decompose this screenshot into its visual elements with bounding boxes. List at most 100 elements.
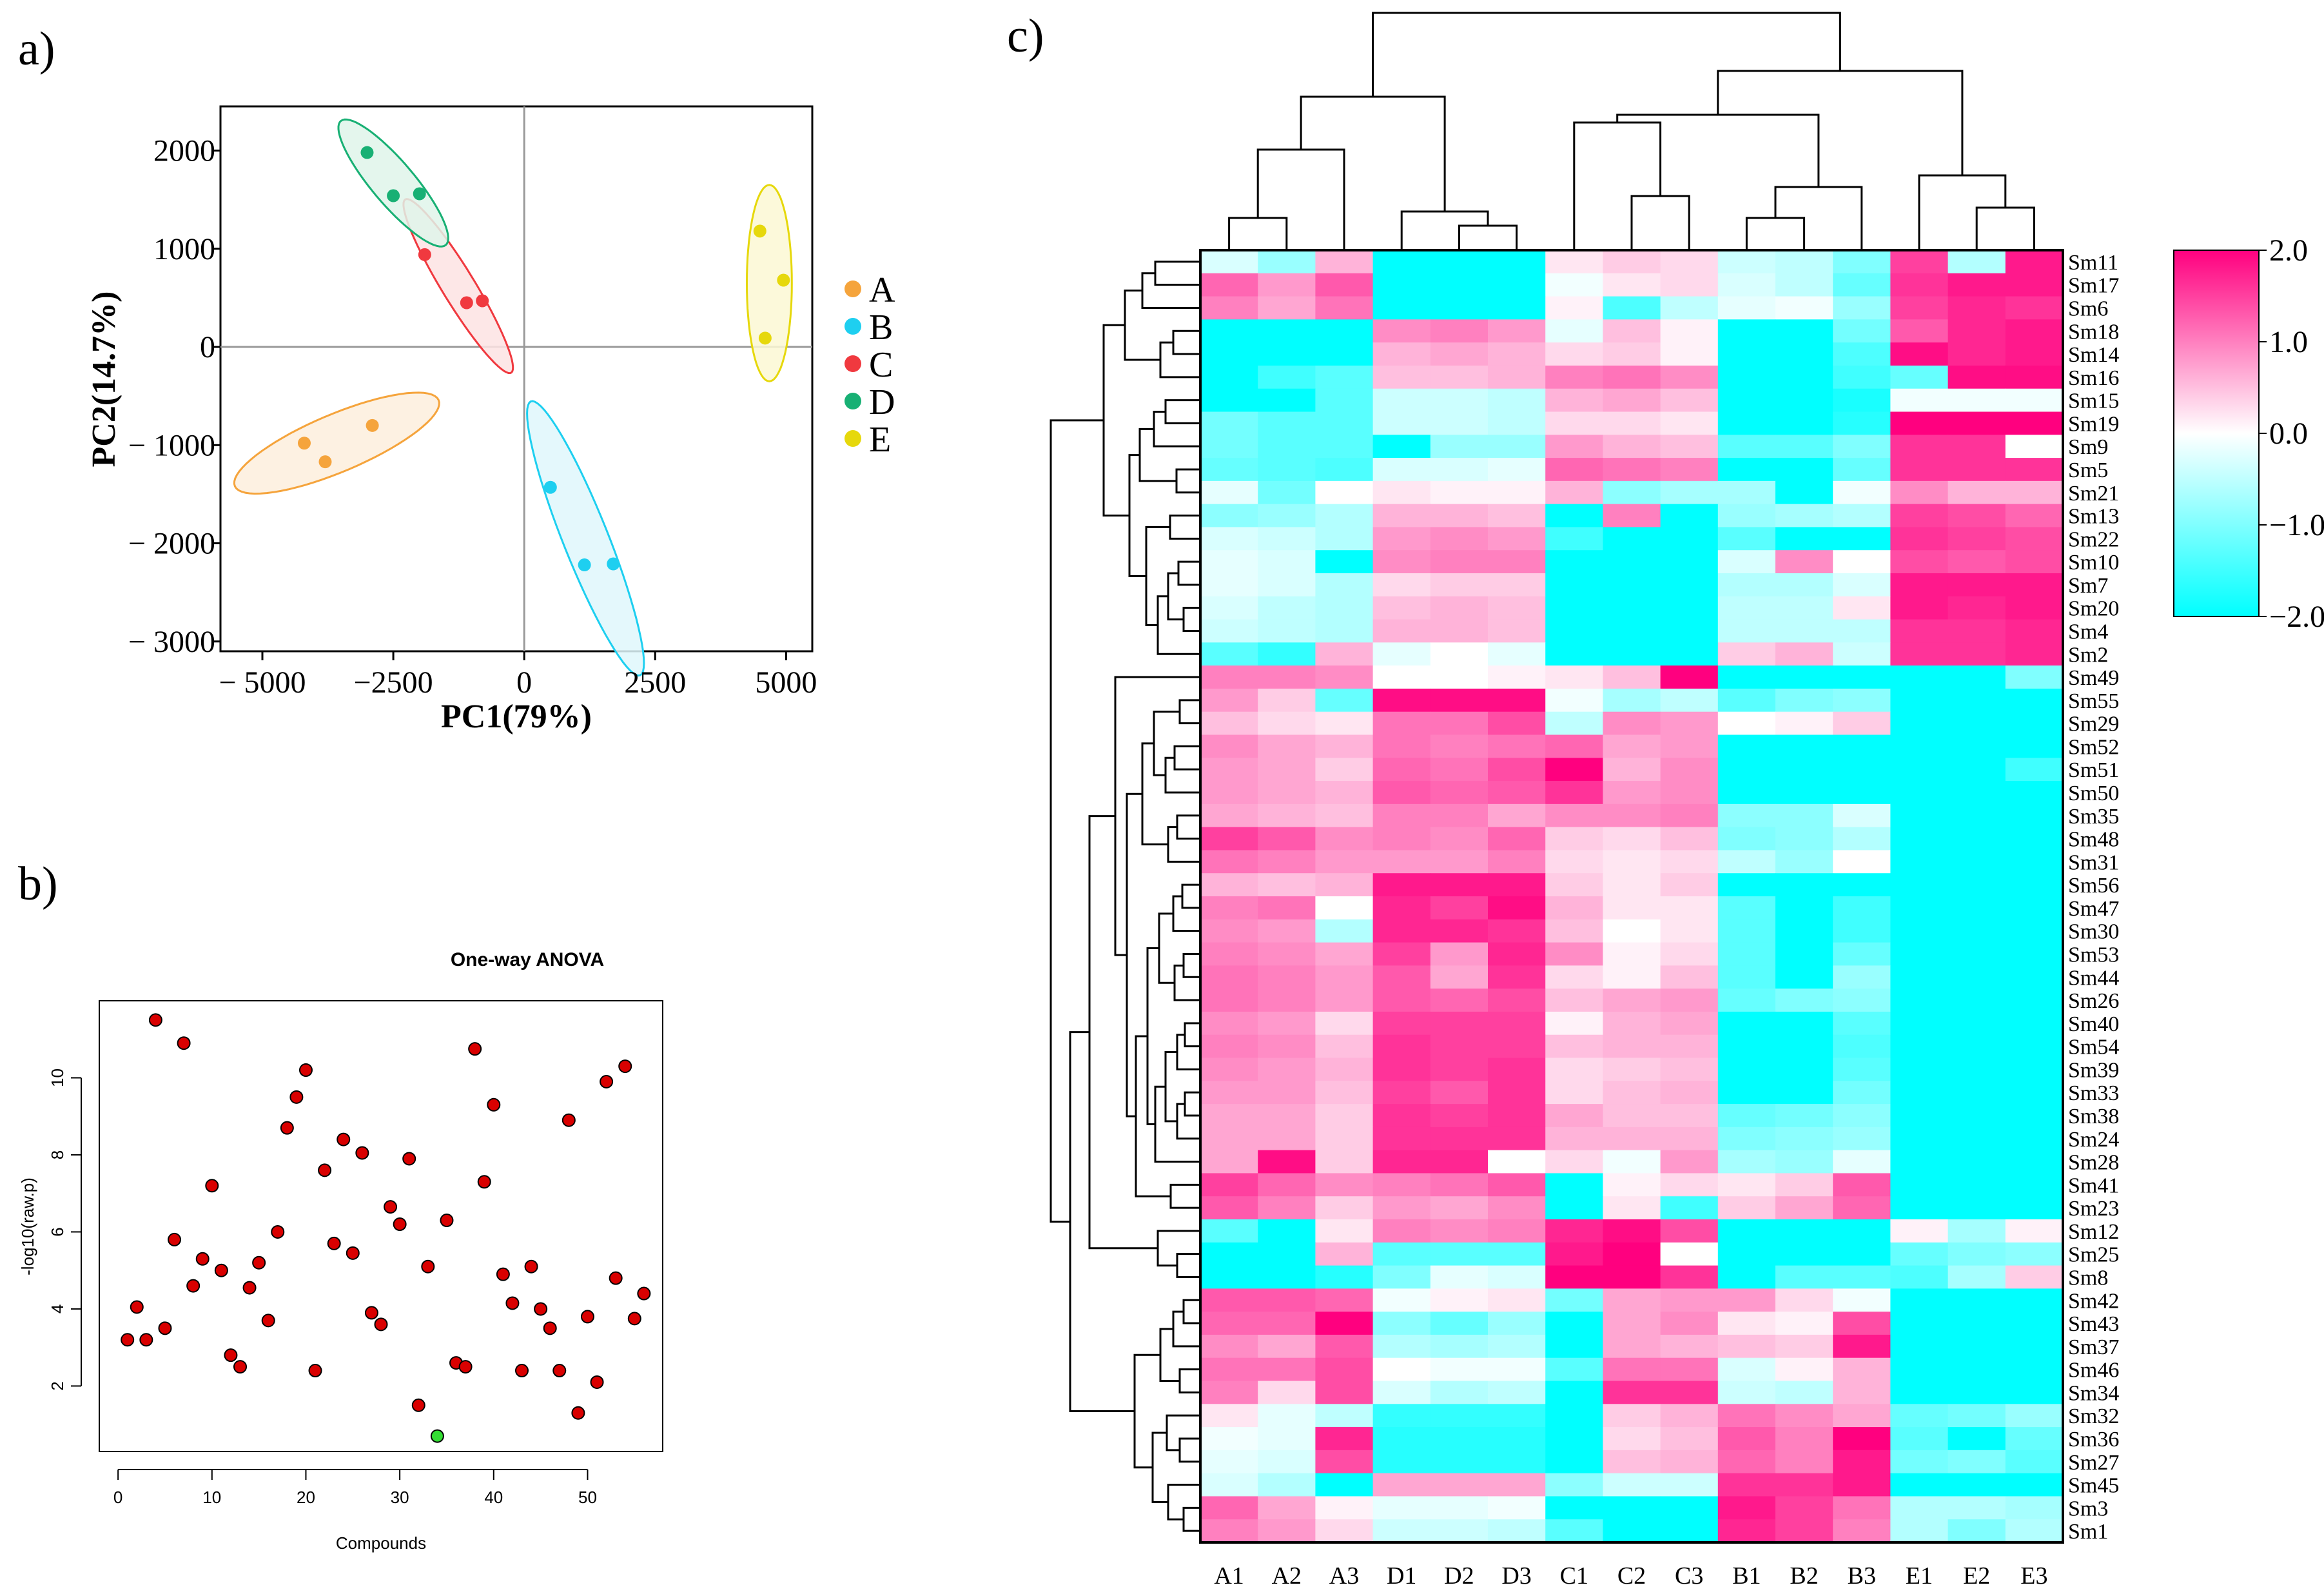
row-dendrogram-branch-30 (1184, 1022, 1200, 1048)
heatmap-cell-Sm30-B1 (1717, 919, 1776, 943)
heatmap-cell-Sm35-E1 (1890, 803, 1949, 828)
heatmap-cell-Sm17-B2 (1775, 273, 1833, 297)
heatmap-cell-Sm28-E1 (1890, 1150, 1949, 1174)
heatmap-cell-Sm52-E3 (2005, 734, 2064, 758)
heatmap-cell-Sm34-A2 (1258, 1381, 1316, 1404)
heatmap-cell-Sm18-B3 (1833, 319, 1891, 343)
heatmap-cell-Sm10-A1 (1200, 550, 1258, 574)
heatmap-cell-Sm13-C3 (1660, 504, 1719, 528)
heatmap-cell-Sm56-C2 (1603, 873, 1661, 897)
heatmap-cell-Sm37-D1 (1372, 1334, 1431, 1359)
heatmap-cell-Sm45-B1 (1717, 1473, 1776, 1497)
heatmap-cell-Sm38-C1 (1545, 1104, 1603, 1128)
heatmap-cell-Sm1-D2 (1430, 1519, 1489, 1543)
heatmap-cell-Sm18-E1 (1890, 319, 1949, 343)
heatmap-cell-Sm18-C1 (1545, 319, 1603, 343)
heatmap-cell-Sm25-B2 (1775, 1242, 1833, 1266)
heatmap-cell-Sm17-A2 (1258, 273, 1316, 297)
heatmap-row-label-Sm2: Sm2 (2068, 643, 2108, 667)
heatmap-cell-Sm22-E1 (1890, 527, 1949, 551)
heatmap-cell-Sm34-D2 (1430, 1381, 1489, 1404)
heatmap-cell-Sm10-E3 (2005, 550, 2064, 574)
heatmap-cell-Sm32-C1 (1545, 1404, 1603, 1428)
heatmap-cell-Sm22-E2 (1948, 527, 2006, 551)
heatmap-cell-Sm17-D2 (1430, 273, 1489, 297)
heatmap-cell-Sm22-A1 (1200, 527, 1258, 551)
heatmap-cell-Sm6-C1 (1545, 296, 1603, 320)
heatmap-cell-Sm30-C1 (1545, 919, 1603, 943)
heatmap-cell-Sm42-B3 (1833, 1288, 1891, 1312)
heatmap-cell-Sm29-B3 (1833, 711, 1891, 736)
heatmap-row-label-Sm42: Sm42 (2068, 1289, 2119, 1313)
panel-label-b: b) (18, 858, 58, 910)
heatmap-cell-Sm6-D2 (1430, 296, 1489, 320)
color-scale-tick-label: 1.0 (2269, 325, 2308, 359)
pca-plot-frame (219, 105, 814, 653)
heatmap-cell-Sm52-B1 (1717, 734, 1776, 758)
heatmap-cell-Sm15-D1 (1372, 388, 1431, 413)
heatmap-cell-Sm12-C2 (1603, 1219, 1661, 1243)
heatmap-cell-Sm16-A3 (1315, 365, 1374, 389)
pca-legend-label-E: E (869, 420, 891, 460)
heatmap-cell-Sm33-C3 (1660, 1081, 1719, 1105)
heatmap-cell-Sm41-E1 (1890, 1173, 1949, 1197)
heatmap-cell-Sm23-C3 (1660, 1196, 1719, 1220)
pca-legend-label-B: B (869, 308, 893, 348)
heatmap-cell-Sm32-A2 (1258, 1404, 1316, 1428)
heatmap-cell-Sm21-B2 (1775, 480, 1833, 505)
heatmap-cell-Sm44-B2 (1775, 965, 1833, 989)
heatmap-cell-Sm32-E2 (1948, 1404, 2006, 1428)
heatmap-cell-Sm14-D2 (1430, 342, 1489, 366)
heatmap-cell-Sm25-B1 (1717, 1242, 1776, 1266)
anova-x-tick-label: 30 (391, 1488, 409, 1507)
heatmap-cell-Sm22-E3 (2005, 527, 2064, 551)
heatmap-cell-Sm8-E3 (2005, 1265, 2064, 1289)
row-dendrogram-branch-47 (1159, 1328, 1180, 1382)
heatmap-cell-Sm53-D1 (1372, 942, 1431, 966)
heatmap-cell-Sm12-A1 (1200, 1219, 1258, 1243)
heatmap-cell-Sm33-A2 (1258, 1081, 1316, 1105)
heatmap-cell-Sm36-B2 (1775, 1427, 1833, 1451)
heatmap-cell-Sm37-E2 (1948, 1334, 2006, 1359)
heatmap-cell-Sm23-C1 (1545, 1196, 1603, 1220)
heatmap-cell-Sm44-C1 (1545, 965, 1603, 989)
heatmap-cell-Sm45-E1 (1890, 1473, 1949, 1497)
heatmap-cell-Sm10-B3 (1833, 550, 1891, 574)
pca-points (297, 146, 790, 572)
anova-point-compound-30 (393, 1217, 407, 1232)
heatmap-row-label-Sm27: Sm27 (2068, 1451, 2119, 1475)
heatmap-cell-Sm30-B2 (1775, 919, 1833, 943)
heatmap-cell-Sm48-B3 (1833, 827, 1891, 851)
heatmap-cell-Sm56-C3 (1660, 873, 1719, 897)
heatmap-column-label-A3: A3 (1329, 1562, 1359, 1589)
heatmap-cell-Sm38-E2 (1948, 1104, 2006, 1128)
heatmap-cell-Sm7-D2 (1430, 573, 1489, 597)
heatmap-cell-Sm48-D3 (1488, 827, 1546, 851)
heatmap-cell-Sm39-B2 (1775, 1058, 1833, 1081)
heatmap-cell-Sm50-A1 (1200, 781, 1258, 805)
color-scale-tick-label: 0.0 (2269, 417, 2308, 451)
heatmap-cell-Sm21-D3 (1488, 480, 1546, 505)
column-dendrogram-branch-14 (1372, 12, 1841, 97)
heatmap-cell-Sm52-C2 (1603, 734, 1661, 758)
heatmap-cell-Sm34-A3 (1315, 1381, 1374, 1404)
heatmap-cell-Sm28-C2 (1603, 1150, 1661, 1174)
heatmap-cell-Sm7-A1 (1200, 573, 1258, 597)
anova-point-compound-38 (468, 1042, 482, 1056)
row-dendrogram-branch-29 (1158, 912, 1175, 984)
heatmap-cell-Sm47-E1 (1890, 896, 1949, 920)
heatmap-cell-Sm32-C3 (1660, 1404, 1719, 1428)
pca-x-ticks: − 5000 −2500 0 2500 5000 (219, 651, 817, 700)
heatmap-cell-Sm39-E2 (1948, 1058, 2006, 1081)
anova-point-compound-34 (430, 1429, 444, 1443)
heatmap-cell-Sm6-D1 (1372, 296, 1431, 320)
heatmap-cell-Sm50-E2 (1948, 781, 2006, 805)
heatmap-cell-Sm54-E2 (1948, 1034, 2006, 1059)
heatmap-column-labels: A1 A2 A3 D1 D2 D3 C1 C2 C3 B1 B2 B3 E1 E2 E3 (1214, 1562, 2047, 1589)
heatmap-cell-Sm19-C3 (1660, 411, 1719, 435)
heatmap-cell-Sm14-B3 (1833, 342, 1891, 366)
heatmap-cell-Sm20-C3 (1660, 596, 1719, 620)
heatmap-cell-Sm50-D2 (1430, 781, 1489, 805)
heatmap-cell-Sm22-C3 (1660, 527, 1719, 551)
heatmap-cell-Sm14-A2 (1258, 342, 1316, 366)
